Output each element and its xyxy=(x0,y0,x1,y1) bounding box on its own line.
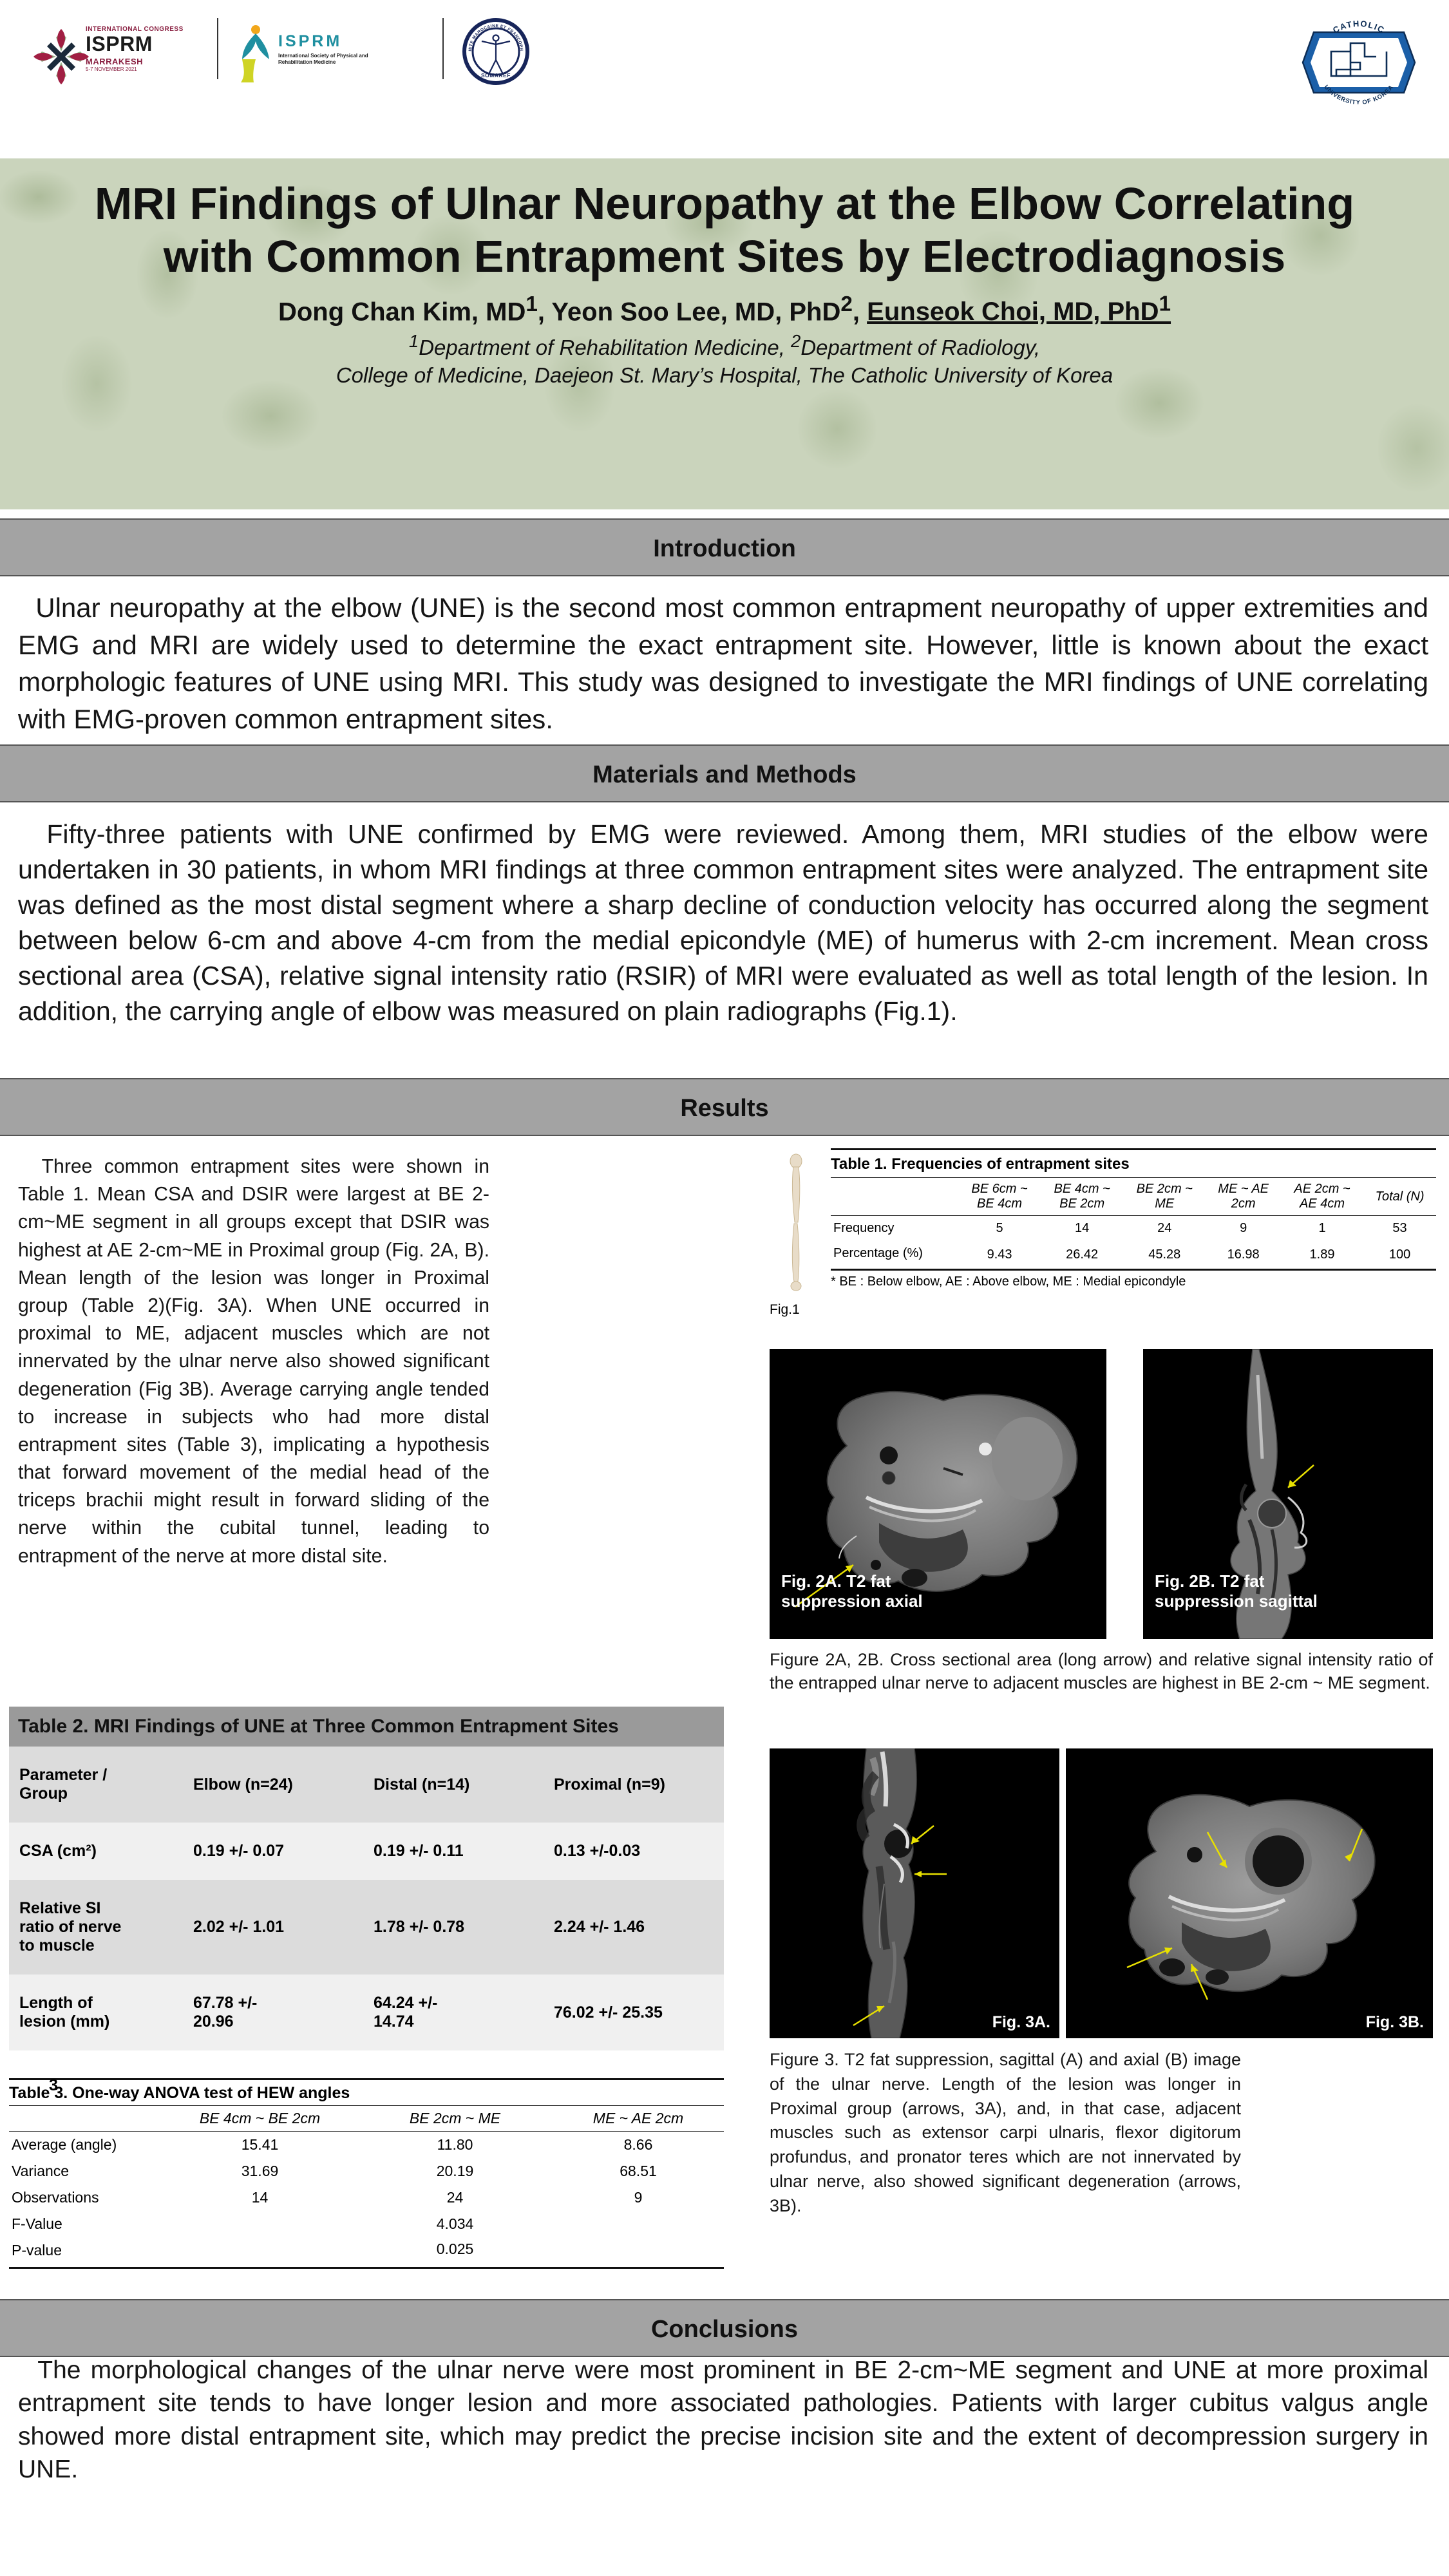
svg-text:SOMAREF: SOMAREF xyxy=(481,72,511,79)
